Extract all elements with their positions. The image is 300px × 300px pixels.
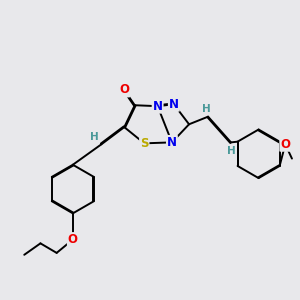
Text: N: N bbox=[153, 100, 163, 113]
Text: H: H bbox=[202, 104, 211, 114]
Text: N: N bbox=[169, 98, 179, 111]
Text: S: S bbox=[140, 137, 148, 150]
Text: O: O bbox=[68, 233, 78, 246]
Text: N: N bbox=[167, 136, 177, 149]
Text: H: H bbox=[90, 132, 99, 142]
Text: O: O bbox=[119, 83, 129, 97]
Text: O: O bbox=[280, 138, 290, 151]
Text: H: H bbox=[226, 146, 235, 156]
